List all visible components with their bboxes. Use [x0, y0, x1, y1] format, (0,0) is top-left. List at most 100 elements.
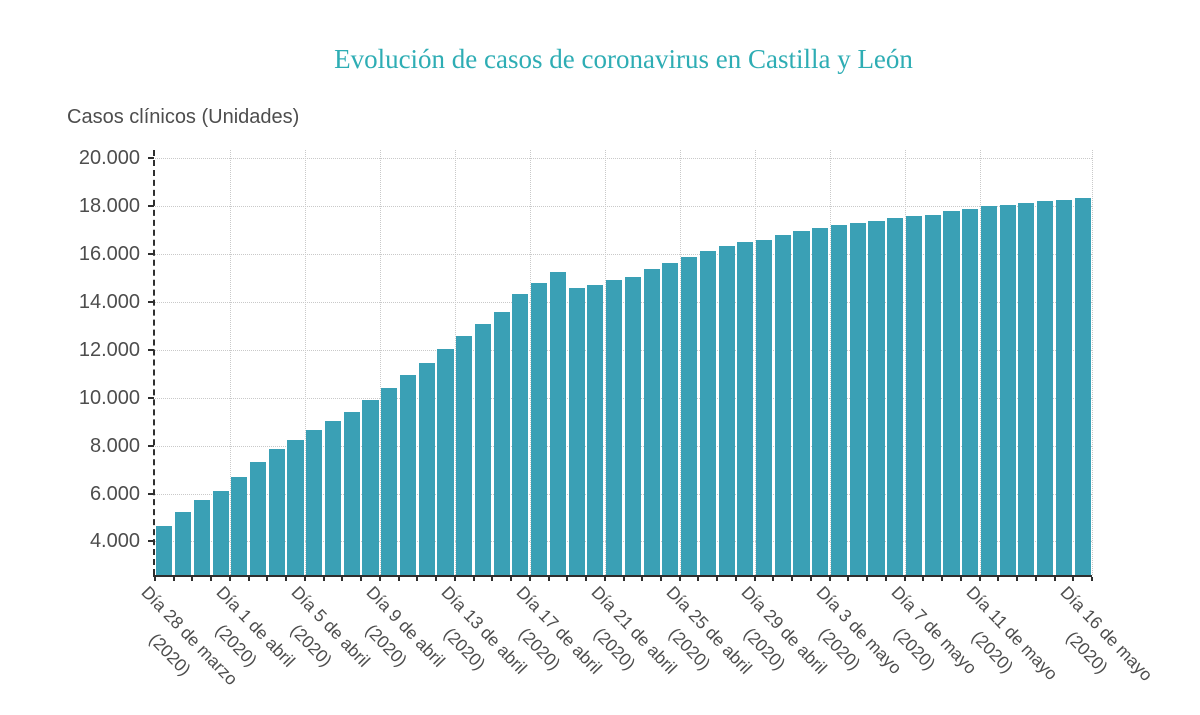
plot-right-border	[1092, 150, 1093, 575]
chart-bar[interactable]	[737, 242, 754, 575]
gridline-vertical	[904, 150, 906, 575]
chart-bar[interactable]	[868, 220, 885, 575]
chart-bar[interactable]	[1018, 202, 1035, 575]
chart-bar[interactable]	[287, 439, 304, 575]
y-tick-label: 6.000	[89, 482, 140, 505]
chart-bar[interactable]	[980, 206, 997, 575]
y-axis-tick-mark	[148, 540, 154, 543]
chart-bar[interactable]	[399, 375, 417, 575]
gridline-horizontal	[155, 206, 1092, 208]
chart-bar[interactable]	[268, 449, 285, 575]
y-tick-label: 8.000	[89, 434, 140, 457]
chart-bar[interactable]	[962, 208, 979, 575]
chart-bar[interactable]	[250, 462, 267, 575]
gridline-vertical	[529, 150, 531, 575]
x-axis-tick-mark	[510, 577, 513, 581]
y-tick-label: 10.000	[78, 386, 140, 409]
gridline-horizontal	[155, 445, 1092, 447]
chart-bar[interactable]	[549, 272, 566, 575]
chart-bar[interactable]	[1037, 201, 1054, 575]
chart-bar[interactable]	[512, 293, 529, 575]
chart-bar[interactable]	[474, 323, 491, 575]
x-axis-tick-mark	[266, 577, 269, 581]
chart-bar[interactable]	[175, 511, 192, 575]
gridline-vertical	[754, 150, 756, 575]
chart-bar[interactable]	[343, 412, 360, 575]
x-axis-tick-mark	[322, 577, 325, 581]
chart-bar[interactable]	[718, 245, 735, 575]
y-axis-tick-mark	[148, 492, 154, 495]
y-axis-tick-mark	[148, 444, 154, 447]
y-axis-tick-mark	[148, 157, 154, 160]
x-axis-tick-mark	[866, 577, 869, 581]
chart-bar[interactable]	[306, 430, 323, 575]
x-axis-tick-mark	[154, 577, 156, 581]
chart-bar[interactable]	[437, 348, 454, 575]
x-axis-tick-mark	[884, 577, 887, 581]
chart-bar[interactable]	[905, 215, 923, 575]
chart-bar[interactable]	[381, 388, 398, 575]
x-axis-tick-mark	[697, 577, 700, 581]
gridline-horizontal	[155, 541, 1092, 543]
x-axis-tick-mark	[416, 577, 419, 581]
chart-bar[interactable]	[999, 205, 1016, 575]
x-axis-tick-mark	[1072, 577, 1075, 581]
chart-bar[interactable]	[662, 262, 679, 575]
x-axis-tick-mark	[716, 577, 719, 581]
chart-bar[interactable]	[606, 280, 623, 575]
gridline-horizontal	[155, 349, 1092, 351]
x-axis-tick-mark	[772, 577, 775, 581]
y-axis-tick-mark	[148, 348, 154, 351]
x-axis-tick-mark	[303, 577, 306, 581]
x-axis-tick-mark	[603, 577, 606, 581]
chart-bar[interactable]	[643, 268, 660, 575]
chart-bar[interactable]	[887, 218, 904, 575]
gridline-horizontal	[155, 493, 1092, 495]
chart-bar[interactable]	[699, 250, 716, 575]
x-axis-tick-mark	[978, 577, 981, 581]
chart-bar[interactable]	[943, 211, 960, 575]
x-axis-tick-mark	[922, 577, 925, 581]
chart-bar[interactable]	[624, 276, 641, 575]
chart-bar[interactable]	[418, 363, 435, 575]
x-axis-line	[153, 575, 1092, 577]
chart-bar[interactable]	[493, 311, 510, 575]
chart-bar[interactable]	[324, 420, 342, 575]
chart-bar[interactable]	[830, 225, 848, 575]
chart-bar[interactable]	[681, 256, 698, 575]
y-axis-tick-mark	[148, 253, 154, 256]
chart-bar[interactable]	[456, 335, 473, 575]
chart-bar[interactable]	[849, 223, 866, 575]
x-axis-tick-mark	[378, 577, 381, 581]
gridline-vertical	[304, 150, 306, 575]
chart-bar[interactable]	[231, 476, 248, 575]
chart-bar[interactable]	[774, 235, 791, 575]
chart-bar[interactable]	[156, 525, 173, 575]
gridline-vertical	[979, 150, 981, 575]
x-axis-tick-mark	[547, 577, 550, 581]
chart-bar[interactable]	[755, 239, 773, 575]
chart-bar[interactable]	[587, 285, 604, 575]
chart-bar[interactable]	[362, 400, 379, 575]
x-axis-tick-mark	[247, 577, 250, 581]
chart-bar[interactable]	[1074, 197, 1091, 575]
chart-bar[interactable]	[568, 287, 585, 575]
x-axis-tick-mark	[210, 577, 213, 581]
chart-bar[interactable]	[1055, 199, 1072, 575]
y-tick-label: 4.000	[89, 530, 140, 553]
x-axis-tick-mark	[585, 577, 588, 581]
chart-bar[interactable]	[793, 231, 810, 575]
chart-bar[interactable]	[924, 214, 941, 575]
x-axis-tick-mark	[791, 577, 794, 581]
y-axis-line	[153, 150, 155, 575]
x-axis-tick-mark	[753, 577, 756, 581]
chart-bar[interactable]	[212, 491, 229, 575]
chart-bar[interactable]	[531, 282, 548, 575]
y-axis-tick-mark	[148, 396, 154, 399]
gridline-vertical	[679, 150, 681, 575]
chart-bar[interactable]	[193, 499, 210, 575]
chart-bar[interactable]	[812, 227, 829, 575]
gridline-horizontal	[155, 397, 1092, 399]
y-axis-title: Casos clínicos (Unidades)	[67, 106, 300, 128]
